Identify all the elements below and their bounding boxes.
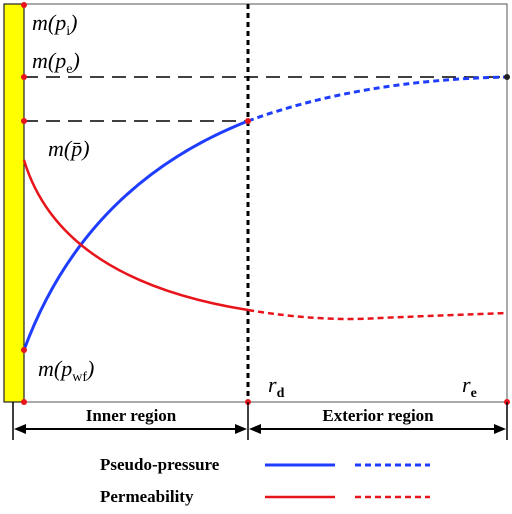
- permeability-curve-exterior: [247, 308, 508, 321]
- label-rd: rd: [268, 372, 285, 401]
- label-m-pe: m(pe): [32, 48, 80, 77]
- marker-pe: [21, 74, 27, 80]
- marker-pwf: [21, 347, 27, 353]
- inner-arrow-left-head: [14, 424, 26, 434]
- exterior-region-label: Exterior region: [322, 406, 434, 425]
- label-m-pi: m(pi): [32, 10, 77, 39]
- exterior-arrow-left-head: [249, 424, 261, 434]
- marker-frame-corner: [21, 399, 27, 405]
- marker-rd-top: [245, 118, 251, 124]
- label-re: re: [462, 372, 477, 401]
- permeability-curve-inner: [22, 159, 249, 312]
- label-m-pwf: m(pwf): [38, 356, 94, 385]
- pseudo-pressure-curve-exterior: [247, 75, 508, 123]
- inner-arrow-right-head: [235, 424, 247, 434]
- marker-pbar: [21, 118, 27, 124]
- plot-frame: [23, 3, 508, 403]
- wellbore-bar: [3, 3, 25, 403]
- exterior-arrow-right-head: [494, 424, 506, 434]
- legend-permeability-label: Permeability: [100, 487, 194, 506]
- pseudo-pressure-curve-inner: [22, 119, 249, 351]
- marker-pi: [21, 2, 27, 8]
- legend-pseudo-pressure-label: Pseudo-pressure: [100, 455, 220, 474]
- label-m-pbar: m(p̄): [48, 136, 90, 161]
- inner-region-label: Inner region: [86, 406, 177, 425]
- marker-re-top: [504, 74, 510, 80]
